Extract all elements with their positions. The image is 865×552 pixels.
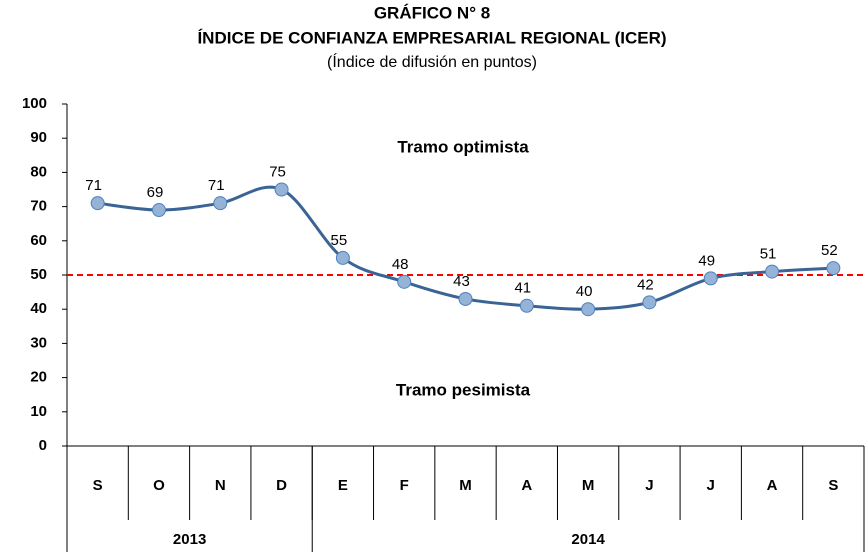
data-label: 48 [392,256,409,273]
point [90,196,105,211]
unit-note: (Índice de difusión en puntos) [327,52,537,71]
data-label: 55 [331,232,348,249]
x-tick-label: A [521,477,532,494]
point [581,302,596,317]
x-tick-label: D [276,477,287,494]
chart-title: GRÁFICO N° 8 [374,3,490,22]
y-tick-label: 80 [30,163,47,180]
x-tick-label: F [400,477,409,494]
point [274,182,289,197]
x-tick-label: J [707,477,715,494]
x-tick-label: A [767,477,778,494]
group-label: 2013 [173,531,206,548]
point [703,271,718,286]
data-label: 40 [576,283,593,300]
y-tick-label: 30 [30,334,47,351]
y-tick-label: 70 [30,198,47,215]
point [335,250,350,265]
data-label: 75 [269,163,286,180]
point [642,295,657,310]
point [213,196,228,211]
data-label: 52 [821,242,838,259]
x-tick-label: S [93,477,103,494]
point [826,261,841,276]
x-tick-label: O [153,477,165,494]
series-line [97,185,834,311]
x-tick-label: J [645,477,653,494]
x-tick-label: M [582,477,595,494]
y-tick-label: 90 [30,129,47,146]
data-label: 43 [453,273,470,290]
y-tick-label: 40 [30,300,47,317]
data-label: 71 [85,177,102,194]
point [519,298,534,313]
y-tick-label: 0 [39,437,47,454]
annotation: Tramo optimista [397,137,529,156]
data-label: 69 [147,184,164,201]
x-tick-label: E [338,477,348,494]
point [765,264,780,279]
x-tick-label: S [828,477,838,494]
x-tick-label: N [215,477,226,494]
point [151,203,166,218]
annotation: Tramo pesimista [396,380,531,399]
y-tick-label: 50 [30,266,47,283]
point [397,274,412,289]
x-tick-label: M [459,477,472,494]
y-tick-label: 10 [30,403,47,420]
data-label: 71 [208,177,225,194]
data-label: 49 [698,252,715,269]
data-label: 51 [760,246,777,263]
y-tick-label: 100 [22,95,47,112]
point [458,291,473,306]
data-label: 42 [637,276,654,293]
data-label: 41 [514,280,531,297]
y-tick-label: 20 [30,369,47,386]
y-tick-label: 60 [30,232,47,249]
chart-subtitle: ÍNDICE DE CONFIANZA EMPRESARIAL REGIONAL… [197,28,666,47]
group-label: 2014 [571,531,605,548]
